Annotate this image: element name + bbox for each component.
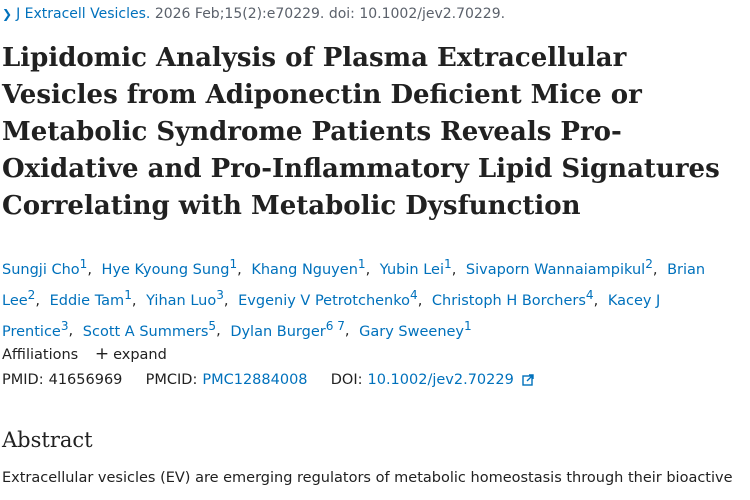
author-separator: , [365, 261, 371, 278]
author-separator: , [68, 323, 74, 340]
citation-line: ❯ J Extracell Vesicles. 2026 Feb;15(2):e7… [2, 6, 505, 22]
author-link[interactable]: Christoph H Borchers [431, 292, 586, 309]
affiliation-number[interactable]: 2 [27, 287, 36, 302]
author-link[interactable]: Yihan Luo [146, 292, 217, 309]
author-link[interactable]: Brian Lee [2, 261, 706, 309]
author-link[interactable]: Sungji Cho [2, 261, 80, 278]
author-separator: , [593, 292, 599, 309]
author-list: Sungji Cho1, Hye Kyoung Sung1, Khang Ngu… [2, 252, 737, 344]
abstract-heading: Abstract [2, 428, 93, 452]
author-link[interactable]: Yubin Lei [379, 261, 444, 278]
author-link[interactable]: Dylan Burger [230, 323, 326, 340]
doi-label: DOI: [330, 372, 363, 388]
affiliation-number[interactable]: 3 [60, 318, 69, 333]
affiliations-expand-button[interactable]: + expand [94, 344, 167, 364]
pmid-value: 41656969 [48, 372, 123, 388]
author-separator: , [223, 292, 229, 309]
citation-details: 2026 Feb;15(2):e70229. doi: 10.1002/jev2… [154, 6, 506, 22]
author-link[interactable]: Sivaporn Wannaiampikul [465, 261, 646, 278]
affiliations-label: Affiliations [2, 347, 79, 363]
identifiers-row: PMID: 41656969 PMCID: PMC12884008 DOI: 10.1… [2, 372, 535, 388]
author-separator: , [35, 292, 40, 309]
author-link[interactable]: Gary Sweeney [359, 323, 465, 340]
abstract-text: Extracellular vesicles (EV) are emerging… [2, 470, 733, 486]
affiliation-number[interactable]: 1 [464, 318, 472, 333]
affiliation-number[interactable]: 6 7 [325, 318, 345, 333]
affiliation-number[interactable]: 1 [124, 287, 132, 302]
author-link[interactable]: Kacey J Prentice [2, 292, 661, 340]
pmcid-label: PMCID: [145, 372, 198, 388]
affiliation-number[interactable]: 1 [444, 257, 452, 271]
author-separator: , [344, 323, 350, 340]
author-separator: , [417, 292, 423, 309]
affiliation-number[interactable]: 1 [229, 257, 238, 271]
external-link-icon[interactable] [522, 374, 535, 386]
expand-label: expand [113, 347, 167, 363]
plus-icon: + [94, 344, 110, 364]
author-separator: , [237, 261, 242, 278]
affiliation-number[interactable]: 3 [216, 287, 224, 302]
author-separator: , [652, 261, 658, 278]
author-link[interactable]: Eddie Tam [49, 292, 125, 309]
author-separator: , [87, 261, 92, 278]
author-separator: , [216, 323, 221, 340]
affiliation-number[interactable]: 5 [208, 318, 217, 333]
author-separator: , [131, 292, 137, 309]
affiliation-number[interactable]: 4 [410, 287, 418, 302]
affiliations-row: Affiliations + expand [2, 344, 167, 364]
author-link[interactable]: Khang Nguyen [251, 261, 358, 278]
affiliation-number[interactable]: 2 [645, 257, 653, 271]
journal-link[interactable]: J Extracell Vesicles. [16, 6, 151, 22]
pmcid-link[interactable]: PMC12884008 [202, 372, 308, 388]
author-link[interactable]: Hye Kyoung Sung [101, 261, 230, 278]
author-link[interactable]: Evgeniy V Petrotchenko [238, 292, 411, 309]
affiliation-number[interactable]: 1 [79, 257, 88, 271]
pmid-label: PMID: [2, 372, 44, 388]
affiliation-number[interactable]: 1 [357, 257, 366, 271]
author-separator: , [451, 261, 457, 278]
affiliation-number[interactable]: 4 [585, 287, 594, 302]
chevron-down-icon[interactable]: ❯ [2, 7, 13, 21]
doi-link[interactable]: 10.1002/jev2.70229 [367, 372, 514, 388]
article-title: Lipidomic Analysis of Plasma Extracellul… [2, 43, 720, 221]
author-link[interactable]: Scott A Summers [82, 323, 209, 340]
